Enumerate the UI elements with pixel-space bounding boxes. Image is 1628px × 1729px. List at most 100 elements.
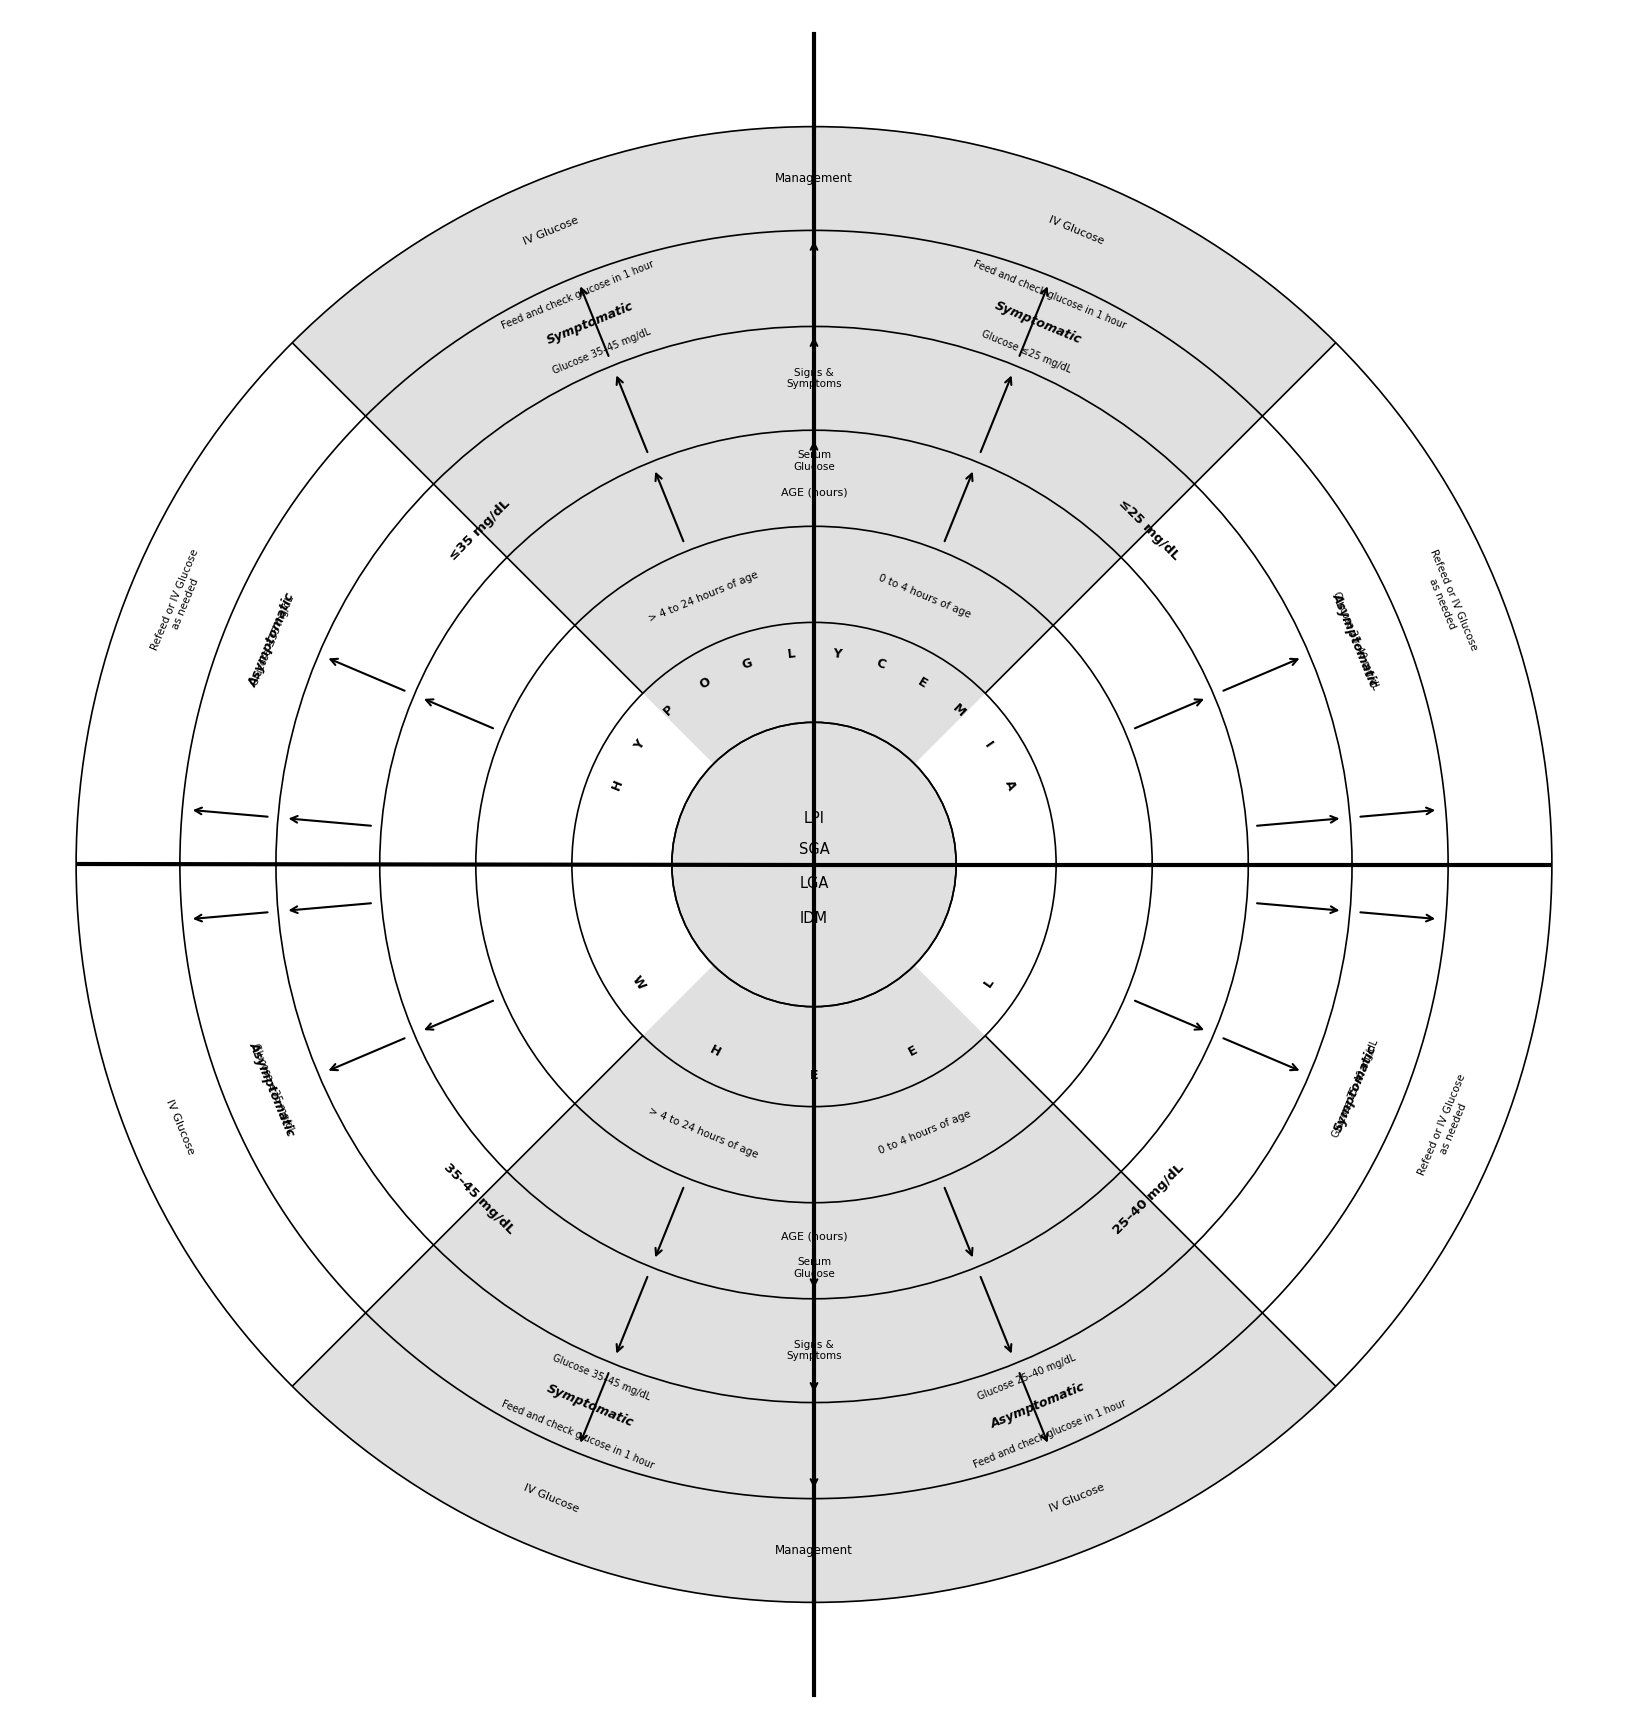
Text: H: H	[610, 778, 627, 792]
Text: ≤35 mg/dL: ≤35 mg/dL	[446, 496, 513, 564]
Wedge shape	[379, 557, 575, 864]
Text: IDM: IDM	[799, 911, 829, 925]
Wedge shape	[293, 126, 814, 417]
Wedge shape	[814, 1036, 1053, 1203]
Text: Feed and check glucose in 1 hour: Feed and check glucose in 1 hour	[972, 1399, 1128, 1470]
Text: Glucose ≤35 mg/dL: Glucose ≤35 mg/dL	[249, 593, 296, 686]
Wedge shape	[1053, 864, 1249, 1172]
Wedge shape	[1262, 342, 1551, 864]
Text: AGE (hours): AGE (hours)	[781, 1231, 847, 1241]
Wedge shape	[814, 1245, 1262, 1499]
Wedge shape	[506, 1103, 814, 1298]
Text: Glucose 25–40 mg/dL: Glucose 25–40 mg/dL	[1330, 1037, 1381, 1139]
Text: Feed and check glucose in 1 hour: Feed and check glucose in 1 hour	[500, 259, 656, 330]
Wedge shape	[814, 327, 1195, 557]
Wedge shape	[366, 1245, 814, 1499]
Text: E: E	[915, 676, 930, 692]
Wedge shape	[1122, 484, 1351, 864]
Text: Signs &
Symptoms: Signs & Symptoms	[786, 368, 842, 389]
Wedge shape	[814, 1172, 1195, 1402]
Wedge shape	[814, 230, 1262, 484]
Text: H: H	[707, 1043, 723, 1060]
Circle shape	[672, 723, 956, 1006]
Text: Signs &
Symptoms: Signs & Symptoms	[786, 1340, 842, 1361]
Text: > 4 to 24 hours of age: > 4 to 24 hours of age	[646, 569, 759, 624]
Text: E: E	[809, 1069, 819, 1082]
Wedge shape	[293, 1312, 814, 1603]
Text: Glucose 35–45 mg/dL: Glucose 35–45 mg/dL	[550, 1352, 653, 1402]
Text: 35–45 mg/dL: 35–45 mg/dL	[441, 1162, 518, 1236]
Text: 0 to 4 hours of age: 0 to 4 hours of age	[877, 1108, 972, 1157]
Wedge shape	[985, 864, 1153, 1103]
Text: Symptomatic: Symptomatic	[544, 1381, 635, 1430]
Text: IV Glucose: IV Glucose	[523, 214, 581, 247]
Text: C: C	[874, 657, 887, 673]
Text: LPI: LPI	[804, 811, 824, 826]
Wedge shape	[814, 431, 1122, 626]
Text: Feed and check glucose in 1 hour: Feed and check glucose in 1 hour	[972, 259, 1128, 330]
Text: Glucose ≤25 mg/dL: Glucose ≤25 mg/dL	[980, 329, 1073, 375]
Text: IV Glucose: IV Glucose	[523, 1482, 581, 1515]
Text: Management: Management	[775, 1544, 853, 1558]
Text: G: G	[739, 657, 754, 673]
Text: > 4 to 24 hours of age: > 4 to 24 hours of age	[646, 1105, 759, 1160]
Wedge shape	[915, 864, 1057, 1036]
Text: Management: Management	[775, 171, 853, 185]
Text: SGA: SGA	[799, 842, 829, 856]
Wedge shape	[277, 484, 506, 864]
Wedge shape	[814, 1103, 1122, 1298]
Text: L: L	[982, 975, 996, 989]
Text: Symptomatic: Symptomatic	[544, 299, 635, 348]
Text: LGA: LGA	[799, 877, 829, 890]
Text: Symptomatic: Symptomatic	[993, 299, 1084, 348]
Text: Asymptomatic: Asymptomatic	[247, 1039, 298, 1138]
Text: 0 to 4 hours of age: 0 to 4 hours of age	[877, 572, 972, 621]
Wedge shape	[475, 626, 643, 864]
Text: AGE (hours): AGE (hours)	[781, 488, 847, 498]
Text: Glucose ≤35 mg/dL: Glucose ≤35 mg/dL	[249, 1043, 296, 1136]
Text: IV Glucose: IV Glucose	[164, 1098, 195, 1157]
Wedge shape	[814, 1312, 1335, 1603]
Text: Y: Y	[632, 738, 648, 752]
Wedge shape	[814, 526, 1053, 693]
Wedge shape	[1262, 864, 1551, 1387]
Text: Y: Y	[832, 647, 842, 660]
Wedge shape	[277, 864, 506, 1245]
Text: O: O	[697, 674, 713, 692]
Wedge shape	[643, 965, 814, 1107]
Text: Asymptomatic: Asymptomatic	[1330, 591, 1381, 690]
Text: M: M	[949, 702, 969, 719]
Wedge shape	[1195, 864, 1449, 1312]
Text: Serum
Glucose: Serum Glucose	[793, 1257, 835, 1279]
Wedge shape	[1195, 417, 1449, 864]
Text: A: A	[1003, 778, 1018, 792]
Wedge shape	[915, 693, 1057, 864]
Wedge shape	[575, 526, 814, 693]
Wedge shape	[985, 626, 1153, 864]
Text: I: I	[982, 740, 995, 750]
Text: Refeed or IV Glucose
as needed: Refeed or IV Glucose as needed	[1416, 1072, 1478, 1181]
Wedge shape	[433, 1172, 814, 1402]
Wedge shape	[814, 126, 1335, 417]
Wedge shape	[814, 965, 985, 1107]
Wedge shape	[379, 864, 575, 1172]
Wedge shape	[571, 693, 713, 864]
Wedge shape	[179, 417, 433, 864]
Wedge shape	[575, 1036, 814, 1203]
Wedge shape	[814, 622, 985, 764]
Wedge shape	[179, 864, 433, 1312]
Wedge shape	[643, 622, 814, 764]
Wedge shape	[475, 864, 643, 1103]
Text: 25–40 mg/dL: 25–40 mg/dL	[1110, 1162, 1187, 1236]
Text: Symptomatic: Symptomatic	[1332, 1043, 1379, 1134]
Text: Refeed or IV Glucose
as needed: Refeed or IV Glucose as needed	[150, 548, 212, 657]
Text: IV Glucose: IV Glucose	[1047, 214, 1105, 247]
Text: Asymptomatic: Asymptomatic	[990, 1381, 1088, 1432]
Wedge shape	[506, 431, 814, 626]
Text: ≤25 mg/dL: ≤25 mg/dL	[1115, 496, 1182, 564]
Wedge shape	[1122, 864, 1351, 1245]
Text: Glucose 25–40 mg/dL: Glucose 25–40 mg/dL	[1330, 590, 1381, 692]
Text: Glucose 35–45 mg/dL: Glucose 35–45 mg/dL	[550, 327, 653, 377]
Wedge shape	[77, 864, 366, 1387]
Text: Serum
Glucose: Serum Glucose	[793, 450, 835, 472]
